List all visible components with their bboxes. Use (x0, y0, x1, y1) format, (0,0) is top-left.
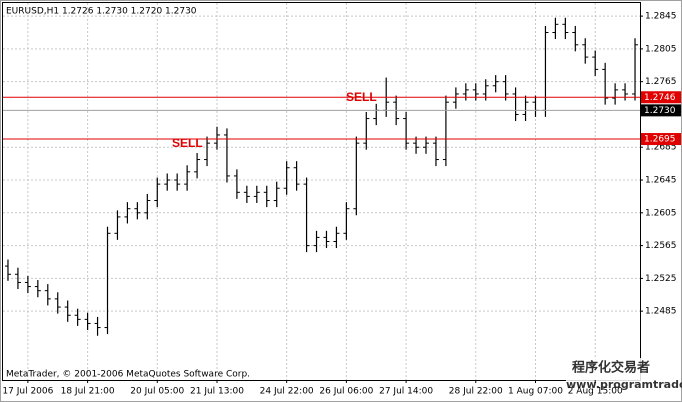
x-tick-label: 1 Aug 07:00 (508, 387, 563, 397)
y-tick-label: 1.2685 (645, 143, 677, 153)
x-tick-label: 24 Jul 22:00 (260, 387, 314, 397)
level-label: 1.2695 (644, 135, 676, 145)
footer: MetaTrader, © 2001-2006 MetaQuotes Softw… (6, 370, 250, 380)
level-label: 1.2746 (644, 93, 676, 103)
x-tick-label: 18 Jul 21:00 (61, 387, 115, 397)
chart-title: EURUSD,H1 1.2726 1.2730 1.2720 1.2730 (6, 7, 197, 17)
x-tick-label: 27 Jul 14:00 (379, 387, 433, 397)
x-tick-label: 28 Jul 22:00 (449, 387, 503, 397)
plot-area (2, 2, 641, 381)
x-tick-label: 17 Jul 2006 (2, 387, 53, 397)
level-label-bg (641, 91, 681, 104)
y-tick-label: 1.2525 (645, 274, 677, 284)
y-tick-label: 1.2485 (645, 307, 677, 317)
y-tick-label: 1.2565 (645, 241, 677, 251)
y-tick-label: 1.2845 (645, 12, 677, 22)
level-label: 1.2730 (644, 106, 676, 116)
y-tick-label: 1.2605 (645, 208, 677, 218)
watermark-bg (566, 358, 680, 396)
x-tick-label: 21 Jul 13:00 (190, 387, 244, 397)
annotation: SELL (172, 136, 203, 150)
y-tick-label: 1.2645 (645, 176, 677, 186)
watermark: 程序化交易者 (572, 360, 650, 376)
x-tick-label: 26 Jul 06:00 (319, 387, 373, 397)
y-tick-label: 1.2765 (645, 77, 677, 87)
y-tick-label: 1.2805 (645, 44, 677, 54)
x-tick-label: 20 Jul 05:00 (130, 387, 184, 397)
level-label-bg (641, 133, 681, 146)
x-tick-label: 2 Aug 15:00 (568, 387, 623, 397)
level-label-bg (641, 104, 681, 117)
